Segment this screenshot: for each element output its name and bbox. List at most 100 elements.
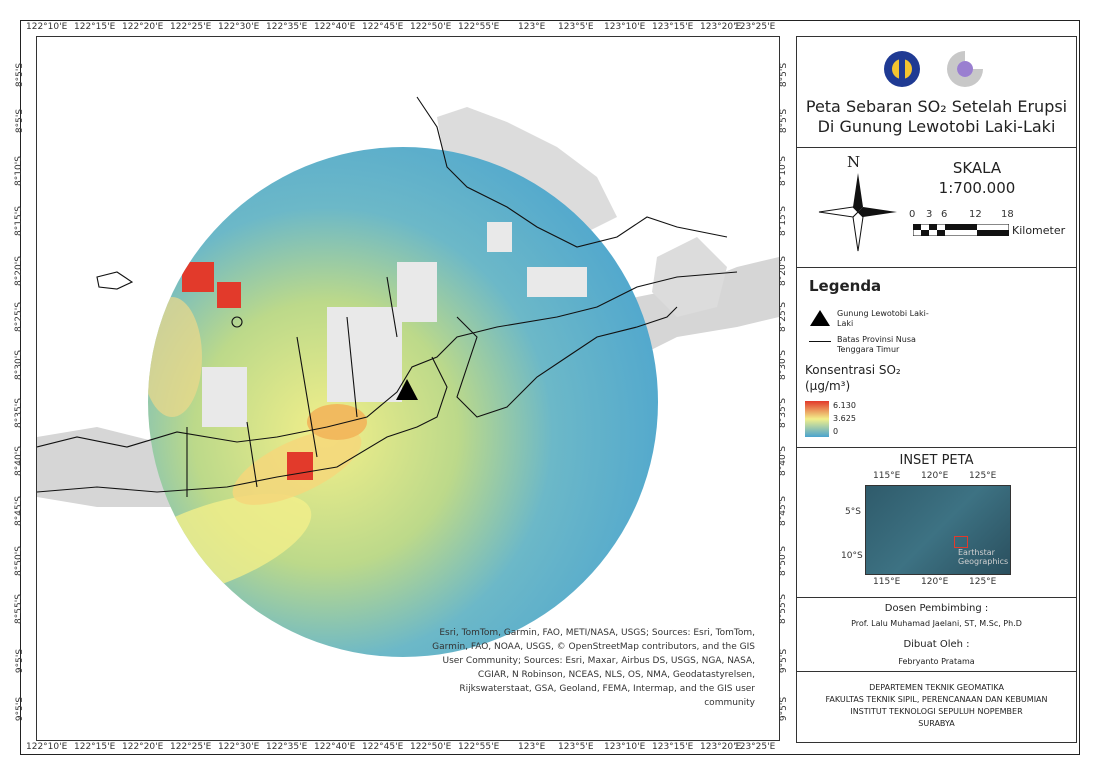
outer-frame: [20, 20, 1080, 755]
advisor-name: Prof. Lalu Muhamad Jaelani, ST, M.Sc, Ph…: [851, 619, 1022, 628]
lat-tick: 8°5'S: [15, 62, 26, 88]
lat-tick: 8°5'S: [15, 108, 26, 134]
credits-section: Dosen Pembimbing : Prof. Lalu Muhamad Ja…: [797, 597, 1076, 672]
lon-tick: 123°E: [518, 22, 546, 32]
lat-tick: 8°5'S: [779, 108, 790, 134]
lat-tick: 9°5'S: [779, 648, 790, 674]
scale-title: SKALA: [952, 159, 1002, 177]
so2-color-ramp: [805, 401, 829, 437]
lon-tick: 123°5'E: [558, 742, 594, 752]
scale-tick: 3: [926, 209, 933, 220]
map-legend-panel: Peta Sebaran SO₂ Setelah Erupsi Di Gunun…: [796, 36, 1077, 743]
institution-section: DEPARTEMEN TEKNIK GEOMATIKA FAKULTAS TEK…: [797, 671, 1076, 741]
lon-tick: 122°15'E: [74, 22, 116, 32]
lon-tick: 122°20'E: [122, 22, 164, 32]
lon-tick: 122°15'E: [74, 742, 116, 752]
lon-tick: 122°10'E: [26, 742, 68, 752]
scale-bar: [913, 224, 1009, 236]
lon-tick: 122°35'E: [266, 22, 308, 32]
legend-title: Legenda: [809, 277, 882, 295]
legend-so2-title: Konsentrasi SO₂: [805, 363, 901, 377]
lat-tick: 8°55'S: [13, 594, 24, 624]
scale-tick: 0: [909, 209, 916, 220]
scale-section: N SKALA 1:700.000 0 3 6 12 18 Kilometer: [797, 147, 1076, 268]
lon-tick: 122°55'E: [458, 742, 500, 752]
boundary-legend-line: [809, 341, 831, 342]
lon-tick: 122°10'E: [26, 22, 68, 32]
so2-min-label: 0: [833, 427, 839, 436]
lat-tick: 9°5'S: [779, 696, 790, 722]
lat-tick: 8°50'S: [13, 546, 24, 576]
advisor-label: Dosen Pembimbing :: [884, 603, 989, 614]
scale-value: 1:700.000: [938, 179, 1016, 197]
author-name: Febryanto Pratama: [898, 657, 975, 666]
institution-line: INSTITUT TEKNOLOGI SEPULUH NOPEMBER: [850, 707, 1023, 716]
so2-mid-label: 3.625: [833, 414, 856, 423]
lon-tick: 122°40'E: [314, 742, 356, 752]
map-attribution: Esri, TomTom, Garmin, FAO, METI/NASA, US…: [432, 628, 755, 708]
lon-tick: 123°10'E: [604, 22, 646, 32]
lon-tick: 122°55'E: [458, 22, 500, 32]
scale-tick: 12: [969, 209, 982, 220]
inset-bottom-tick: 115°E: [873, 577, 901, 587]
inset-top-tick: 125°E: [969, 471, 997, 481]
north-land: [437, 107, 617, 237]
map-title-line1: Peta Sebaran SO₂ Setelah Erupsi: [805, 97, 1068, 116]
department-logo: [947, 51, 983, 87]
inset-top-tick: 120°E: [921, 471, 949, 481]
lon-tick: 122°45'E: [362, 22, 404, 32]
lat-tick: 8°35'S: [13, 398, 24, 428]
lon-tick: 123°25'E: [734, 22, 776, 32]
so2-max-label: 6.130: [833, 401, 856, 410]
inset-lat-tick: 5°S: [845, 507, 861, 517]
map-canvas: [37, 96, 779, 657]
legend-boundary-label: Batas Provinsi Nusa Tenggara Timur: [837, 335, 916, 354]
main-map[interactable]: Esri, TomTom, Garmin, FAO, METI/NASA, US…: [36, 36, 780, 741]
lat-tick: 8°25'S: [13, 302, 24, 332]
province-boundaries: [37, 96, 738, 497]
legend-section: Legenda Gunung Lewotobi Laki-Laki Batas …: [797, 267, 1076, 448]
north-label: N: [847, 153, 861, 171]
author-label: Dibuat Oleh :: [903, 639, 970, 650]
volcano-marker[interactable]: [396, 379, 418, 400]
lat-tick: 8°5'S: [779, 62, 790, 88]
scale-unit: Kilometer: [1012, 224, 1066, 237]
lon-tick: 122°50'E: [410, 742, 452, 752]
its-logo: [884, 51, 920, 87]
lat-tick: 9°5'S: [15, 648, 26, 674]
scale-tick: 18: [1001, 209, 1014, 220]
volcano-legend-icon: [810, 310, 830, 326]
lon-tick: 123°20'E: [700, 742, 742, 752]
inset-section: INSET PETA 115°E 120°E 125°E Earthstar G…: [797, 447, 1076, 598]
lon-tick: 122°40'E: [314, 22, 356, 32]
lon-tick: 122°50'E: [410, 22, 452, 32]
lon-tick: 123°15'E: [652, 742, 694, 752]
lon-tick: 123°15'E: [652, 22, 694, 32]
lon-tick: 122°25'E: [170, 22, 212, 32]
lon-tick: 123°E: [518, 742, 546, 752]
lon-tick: 123°5'E: [558, 22, 594, 32]
lat-tick: 8°10'S: [13, 156, 24, 186]
east-land: [652, 237, 727, 317]
inset-map[interactable]: Earthstar Geographics: [865, 485, 1011, 575]
inset-top-tick: 115°E: [873, 471, 901, 481]
lon-tick: 123°25'E: [734, 742, 776, 752]
lon-tick: 122°45'E: [362, 742, 404, 752]
inset-bottom-tick: 120°E: [921, 577, 949, 587]
inset-bottom-tick: 125°E: [969, 577, 997, 587]
lon-tick: 122°35'E: [266, 742, 308, 752]
inset-title: INSET PETA: [899, 453, 974, 468]
scale-tick: 6: [941, 209, 948, 220]
lat-tick: 8°30'S: [13, 350, 24, 380]
lat-tick: 8°20'S: [13, 256, 24, 286]
map-title-line2: Di Gunung Lewotobi Laki-Laki: [817, 117, 1056, 136]
inset-brand: Earthstar Geographics: [958, 548, 1009, 566]
lat-tick: 8°40'S: [13, 446, 24, 476]
title-section: Peta Sebaran SO₂ Setelah Erupsi Di Gunun…: [797, 37, 1076, 148]
lon-tick: 123°20'E: [700, 22, 742, 32]
institution-line: SURABYA: [918, 719, 955, 728]
institution-line: FAKULTAS TEKNIK SIPIL, PERENCANAAN DAN K…: [825, 695, 1048, 704]
inset-lat-tick: 10°S: [841, 551, 863, 561]
lon-tick: 122°30'E: [218, 22, 260, 32]
lat-tick: 8°15'S: [13, 206, 24, 236]
